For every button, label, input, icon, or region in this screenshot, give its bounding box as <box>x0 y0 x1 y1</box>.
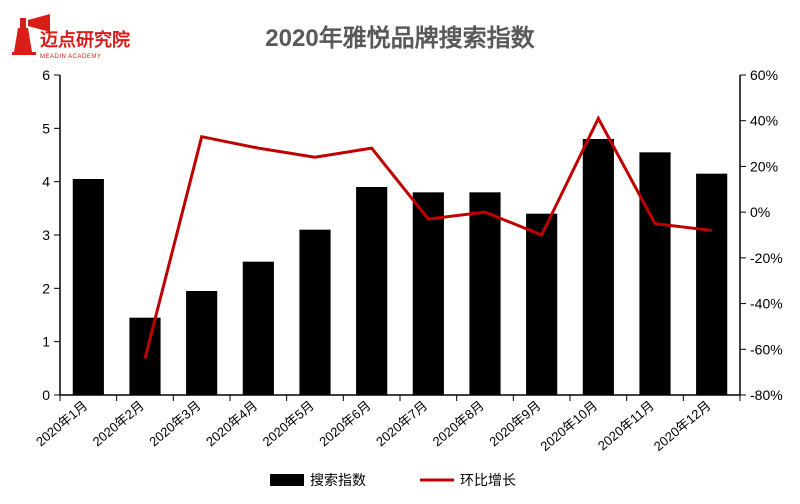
x-category-label: 2020年10月 <box>537 398 600 454</box>
y-right-tick: 20% <box>750 158 778 174</box>
legend-swatch-bar <box>270 474 304 486</box>
y-left-tick: 4 <box>42 174 50 190</box>
y-right-tick: 60% <box>750 67 778 83</box>
x-category-label: 2020年8月 <box>430 398 487 449</box>
y-left-tick: 0 <box>42 387 50 403</box>
x-category-label: 2020年4月 <box>203 398 260 449</box>
x-category-label: 2020年12月 <box>651 398 714 454</box>
bar <box>469 192 500 395</box>
legend-label: 搜索指数 <box>310 472 366 488</box>
x-category-label: 2020年2月 <box>90 398 147 449</box>
bar <box>413 192 444 395</box>
y-left-tick: 5 <box>42 120 50 136</box>
y-right-tick: 40% <box>750 113 778 129</box>
bar <box>299 230 330 395</box>
y-right-tick: -20% <box>750 250 783 266</box>
bar <box>696 174 727 395</box>
y-right-tick: -60% <box>750 341 783 357</box>
bar <box>186 291 217 395</box>
x-category-label: 2020年9月 <box>486 398 543 449</box>
x-category-label: 2020年5月 <box>260 398 317 449</box>
bar <box>526 214 557 395</box>
bar <box>639 152 670 395</box>
x-category-label: 2020年7月 <box>373 398 430 449</box>
bar <box>356 187 387 395</box>
legend-label: 环比增长 <box>460 472 516 488</box>
bar <box>583 139 614 395</box>
y-left-tick: 3 <box>42 227 50 243</box>
combo-chart: 0 1 2 3 4 5 6 -80% -60% -40% -20% 0% 20% 40% 60% 2020年… <box>0 0 800 504</box>
x-category-label: 2020年11月 <box>595 398 657 453</box>
x-category-label: 2020年6月 <box>316 398 373 449</box>
y-right-tick: -80% <box>750 387 783 403</box>
y-right-tick: -40% <box>750 296 783 312</box>
bar <box>73 179 104 395</box>
x-category-label: 2020年1月 <box>33 398 90 449</box>
y-left-tick: 2 <box>42 280 50 296</box>
y-left-tick: 6 <box>42 67 50 83</box>
y-right-tick: 0% <box>750 204 770 220</box>
bar <box>243 262 274 395</box>
x-category-label: 2020年3月 <box>146 398 203 449</box>
y-left-tick: 1 <box>42 334 50 350</box>
